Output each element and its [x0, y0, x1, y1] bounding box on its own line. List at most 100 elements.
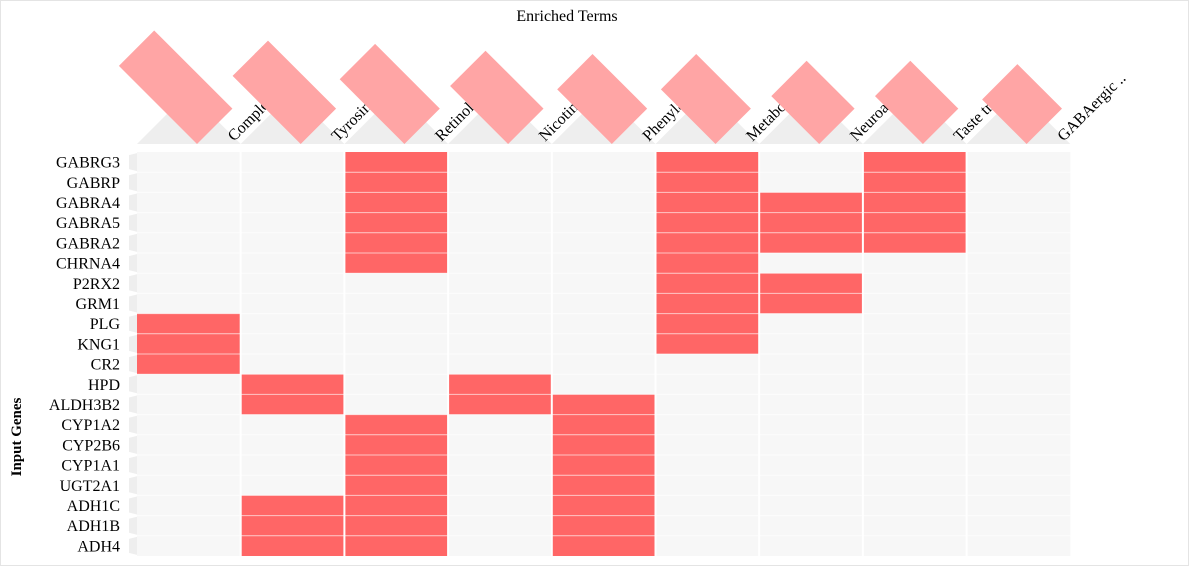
heatmap-cell: [759, 414, 863, 435]
heatmap-cell: [759, 273, 863, 294]
heatmap-cell: [240, 192, 345, 213]
heatmap-cell: [862, 293, 967, 314]
heatmap-cell: [137, 434, 241, 455]
heatmap-cell: [240, 333, 345, 354]
heatmap-cell: [240, 293, 345, 314]
heatmap-cell: [137, 172, 241, 193]
heatmap-cell: [240, 495, 345, 516]
row-label: ALDH3B2: [49, 397, 120, 414]
heatmap-cell: [551, 333, 656, 354]
heatmap-cell: [137, 253, 241, 274]
column-header-bar: [232, 40, 337, 144]
column-header-bar: [875, 60, 959, 145]
heatmap-cell: [240, 455, 345, 476]
heatmap-cell: [759, 293, 863, 314]
heatmap-cell: [655, 394, 760, 415]
heatmap-cell: [655, 374, 760, 395]
heatmap-cell: [240, 394, 345, 415]
heatmap-cell: [448, 354, 552, 375]
heatmap-cell: [655, 354, 760, 375]
heatmap-cell: [137, 333, 241, 354]
row-tab: [129, 395, 137, 414]
heatmap-cell: [240, 212, 345, 233]
heatmap-cell: [344, 515, 449, 536]
heatmap-cell: [551, 455, 656, 476]
row-label: ADH4: [77, 538, 120, 555]
heatmap-cell: [344, 152, 449, 173]
column-header-bar: [450, 50, 544, 145]
heatmap-cell: [240, 313, 345, 334]
heatmap-cell: [448, 414, 552, 435]
heatmap-cell: [137, 495, 241, 516]
heatmap-cell: [655, 212, 760, 233]
heatmap-cell: [862, 152, 967, 173]
heatmap-cell: [759, 313, 863, 334]
row-tab: [129, 274, 137, 293]
heatmap-cell: [551, 374, 656, 395]
row-tab: [129, 456, 137, 475]
heatmap-cell: [759, 394, 863, 415]
heatmap-cell: [137, 313, 241, 334]
heatmap-cell: [448, 455, 552, 476]
heatmap-cell: [344, 434, 449, 455]
heatmap-cell: [448, 152, 552, 173]
heatmap-cell: [862, 253, 967, 274]
heatmap-cell: [862, 313, 967, 334]
heatmap-cell: [862, 212, 967, 233]
column-header-bar: [771, 60, 855, 145]
heatmap-cell: [448, 434, 552, 455]
heatmap-cell: [448, 293, 552, 314]
heatmap-cell: [137, 232, 241, 253]
heatmap-cell: [759, 192, 863, 213]
column-header-bar: [982, 64, 1062, 144]
heatmap-cell: [448, 212, 552, 233]
row-tab: [129, 536, 137, 555]
heatmap-cell: [137, 354, 241, 375]
heatmap-cell: [240, 515, 345, 536]
row-label: UGT2A1: [60, 478, 120, 495]
row-tab: [129, 173, 137, 192]
heatmap-cell: [759, 455, 863, 476]
row-label: CYP2B6: [62, 437, 120, 454]
row-tab: [129, 516, 137, 535]
heatmap-cell: [862, 192, 967, 213]
column-headers: Complemen.. Tyrosine m.. Retinol met.. Nico…: [118, 30, 1129, 145]
row-tab: [129, 476, 137, 495]
heatmap-cell: [551, 434, 656, 455]
heatmap-cell: [655, 515, 760, 536]
row-label: ADH1C: [67, 498, 120, 515]
heatmap-cell: [655, 293, 760, 314]
heatmap-cell: [448, 333, 552, 354]
heatmap-cell: [759, 374, 863, 395]
chart-title: Enriched Terms: [516, 8, 617, 25]
heatmap-cell: [137, 374, 241, 395]
heatmap-cell: [966, 434, 1071, 455]
heatmap-cell: [240, 273, 345, 294]
heatmap-cell: [655, 313, 760, 334]
row-tab: [129, 435, 137, 454]
row-label: PLG: [90, 316, 121, 333]
heatmap-cell: [344, 333, 449, 354]
heatmap-cell: [966, 333, 1071, 354]
heatmap-cell: [759, 495, 863, 516]
heatmap-cell: [966, 192, 1071, 213]
heatmap-cell: [448, 515, 552, 536]
row-tab: [129, 294, 137, 313]
heatmap-cell: [862, 475, 967, 496]
row-tab: [129, 314, 137, 333]
heatmap-cell: [655, 172, 760, 193]
heatmap-cell: [344, 495, 449, 516]
row-label: CYP1A1: [61, 458, 120, 475]
row-label: GABRA5: [56, 215, 120, 232]
heatmap-cell: [759, 475, 863, 496]
row-label: CYP1A2: [61, 417, 120, 434]
heatmap-cell: [551, 313, 656, 334]
heatmap-cell: [655, 414, 760, 435]
heatmap-cell: [551, 354, 656, 375]
heatmap-cell: [137, 535, 241, 556]
heatmap-cell: [344, 455, 449, 476]
heatmap-cell: [137, 192, 241, 213]
heatmap-cell: [759, 232, 863, 253]
heatmap-cell: [759, 172, 863, 193]
